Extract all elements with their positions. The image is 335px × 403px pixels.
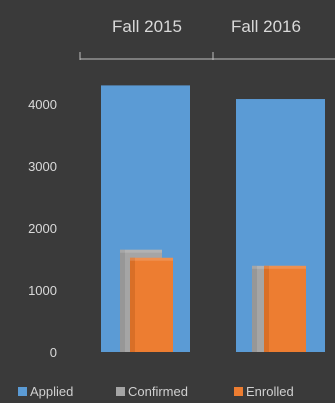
enrolled-bar bbox=[130, 257, 173, 352]
legend: Applied Confirmed Enrolled bbox=[18, 384, 294, 399]
y-tick-label: 2000 bbox=[28, 221, 57, 236]
y-tick-label: 4000 bbox=[28, 97, 57, 112]
category-label: Fall 2016 bbox=[231, 17, 301, 36]
legend-swatch-confirmed bbox=[116, 387, 125, 396]
enrolled-bar-shade bbox=[264, 265, 269, 352]
enrolled-bar-shade bbox=[130, 257, 135, 352]
y-tick-label: 3000 bbox=[28, 159, 57, 174]
legend-label-applied: Applied bbox=[30, 384, 73, 399]
enrolled-bar bbox=[264, 265, 306, 352]
enrolled-bar-face bbox=[130, 257, 173, 352]
legend-label-enrolled: Enrolled bbox=[246, 384, 294, 399]
enrolled-bar-face bbox=[264, 265, 306, 352]
legend-label-confirmed: Confirmed bbox=[128, 384, 188, 399]
confirmed-bar-shade bbox=[252, 265, 257, 352]
confirmed-bar-shade bbox=[120, 249, 125, 352]
category-label: Fall 2015 bbox=[112, 17, 182, 36]
y-tick-label: 0 bbox=[50, 345, 57, 360]
enrolled-bar-highlight bbox=[130, 257, 173, 261]
legend-swatch-enrolled bbox=[234, 387, 243, 396]
y-axis: 0 1000 2000 3000 4000 bbox=[28, 97, 57, 360]
y-tick-label: 1000 bbox=[28, 283, 57, 298]
bars-group bbox=[101, 85, 325, 353]
enrolled-bar-highlight bbox=[264, 265, 306, 269]
confirmed-bar-highlight bbox=[120, 249, 162, 253]
category-axis: Fall 2015 Fall 2016 bbox=[79, 17, 335, 60]
legend-swatch-applied bbox=[18, 387, 27, 396]
